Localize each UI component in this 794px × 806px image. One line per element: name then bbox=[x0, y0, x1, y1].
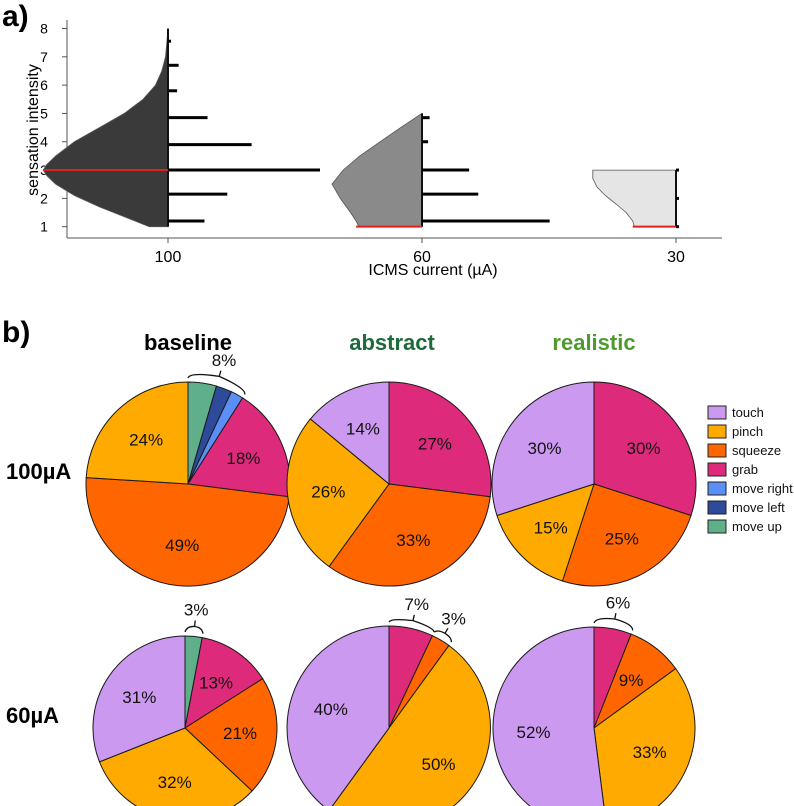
small-slice-brace bbox=[593, 612, 634, 631]
legend-swatch-squeeze bbox=[707, 443, 727, 458]
y-tick-label: 1 bbox=[40, 219, 48, 235]
violin-60 bbox=[331, 112, 423, 228]
legend-label-move-left: move left bbox=[732, 500, 785, 515]
legend-swatch-pinch bbox=[707, 424, 727, 439]
column-title-realistic: realistic bbox=[552, 330, 635, 355]
legend-swatch-touch bbox=[707, 405, 727, 420]
pie-label: 27% bbox=[418, 435, 452, 454]
pie-slice-pinch bbox=[593, 667, 696, 806]
pie-label: 25% bbox=[605, 530, 639, 549]
y-tick-label: 8 bbox=[40, 20, 48, 36]
x-tick-label-100: 100 bbox=[155, 249, 182, 266]
pie-slice-squeeze bbox=[184, 678, 278, 792]
grab-slice-brace bbox=[388, 614, 435, 633]
pie-label: 52% bbox=[516, 723, 550, 742]
pie-label: 26% bbox=[311, 483, 345, 502]
pie-label: 49% bbox=[165, 536, 199, 555]
squeeze-slice-brace-label: 3% bbox=[441, 610, 466, 629]
squeeze-slice-brace bbox=[433, 627, 452, 643]
column-title-abstract: abstract bbox=[349, 330, 435, 355]
legend-label-move-up: move up bbox=[732, 519, 782, 534]
y-tick-label: 2 bbox=[40, 190, 48, 206]
x-tick-label-30: 30 bbox=[667, 249, 685, 266]
pie-label: 24% bbox=[129, 430, 163, 449]
pie-slice-grab bbox=[184, 637, 264, 730]
grab-slice-brace-label: 7% bbox=[404, 595, 429, 614]
small-slice-brace-label: 6% bbox=[606, 593, 631, 612]
pie-slice-touch bbox=[286, 625, 390, 806]
pie-label: 30% bbox=[626, 439, 660, 458]
pie-label: 50% bbox=[421, 755, 455, 774]
pie-label: 32% bbox=[158, 773, 192, 792]
panel-a-label: a) bbox=[2, 0, 29, 33]
pie-slice-pinch bbox=[331, 644, 491, 806]
pie-slice-touch bbox=[492, 626, 605, 806]
pie-label: 9% bbox=[619, 671, 644, 690]
pie-label: 40% bbox=[314, 700, 348, 719]
pie-slice-pinch bbox=[85, 381, 189, 485]
pie-label: 21% bbox=[223, 724, 257, 743]
small-slice-brace-label: 3% bbox=[184, 601, 209, 620]
legend-label-move-right: move right bbox=[732, 481, 793, 496]
pie-label: 15% bbox=[534, 518, 568, 537]
pie-slice-touch bbox=[309, 381, 390, 486]
column-title-baseline: baseline bbox=[144, 330, 232, 355]
pie-slice-touch bbox=[491, 381, 595, 517]
pie-slice-grab bbox=[593, 381, 697, 517]
panel-b-chart: baseline abstract realistic 100µA 60µA 1… bbox=[6, 330, 793, 806]
legend-label-squeeze: squeeze bbox=[732, 443, 781, 458]
legend-swatch-move-left bbox=[707, 500, 727, 515]
legend-swatch-grab bbox=[707, 462, 727, 477]
x-tick-label-60: 60 bbox=[413, 249, 431, 266]
panel-b-label: b) bbox=[2, 316, 30, 349]
pie-slice-pinch bbox=[286, 418, 390, 568]
violin-100 bbox=[42, 28, 169, 228]
violin-30 bbox=[592, 169, 677, 228]
y-axis-label: sensation intensity bbox=[25, 64, 42, 196]
pie-label: 13% bbox=[199, 673, 233, 692]
legend-label-pinch: pinch bbox=[732, 424, 763, 439]
legend-label-grab: grab bbox=[732, 462, 758, 477]
pie-label: 14% bbox=[346, 420, 380, 439]
panel-a-chart: sensation intensity ICMS current (µA) 1 2… bbox=[25, 20, 722, 279]
pie-label: 18% bbox=[226, 449, 260, 468]
pie-slice-squeeze bbox=[561, 483, 692, 587]
row-label-60uA: 60µA bbox=[6, 703, 59, 728]
pie-slice-squeeze bbox=[85, 477, 290, 587]
legend-swatch-move-up bbox=[707, 519, 727, 534]
pie-slice-touch bbox=[92, 635, 186, 763]
small-slice-brace bbox=[184, 620, 204, 634]
pie-label: 33% bbox=[633, 743, 667, 762]
pie-label: 33% bbox=[396, 531, 430, 550]
x-axis-label: ICMS current (µA) bbox=[368, 262, 497, 279]
small-slice-brace-label: 8% bbox=[212, 351, 237, 370]
legend-swatch-move-right bbox=[707, 481, 727, 496]
pie-slice-pinch bbox=[98, 727, 253, 806]
y-tick-label: 7 bbox=[40, 49, 48, 65]
small-slice-brace bbox=[187, 370, 246, 395]
pie-label: 31% bbox=[122, 688, 156, 707]
pie-slice-grab bbox=[388, 381, 492, 498]
y-tick-label: 6 bbox=[40, 77, 48, 93]
pie-slice-squeeze bbox=[328, 483, 491, 587]
row-label-100uA: 100µA bbox=[6, 459, 71, 484]
y-tick-label: 5 bbox=[40, 105, 48, 121]
y-tick-label: 4 bbox=[40, 134, 48, 150]
pie-label: 30% bbox=[527, 439, 561, 458]
pie-slice-pinch bbox=[496, 483, 595, 582]
legend-label-touch: touch bbox=[732, 405, 764, 420]
